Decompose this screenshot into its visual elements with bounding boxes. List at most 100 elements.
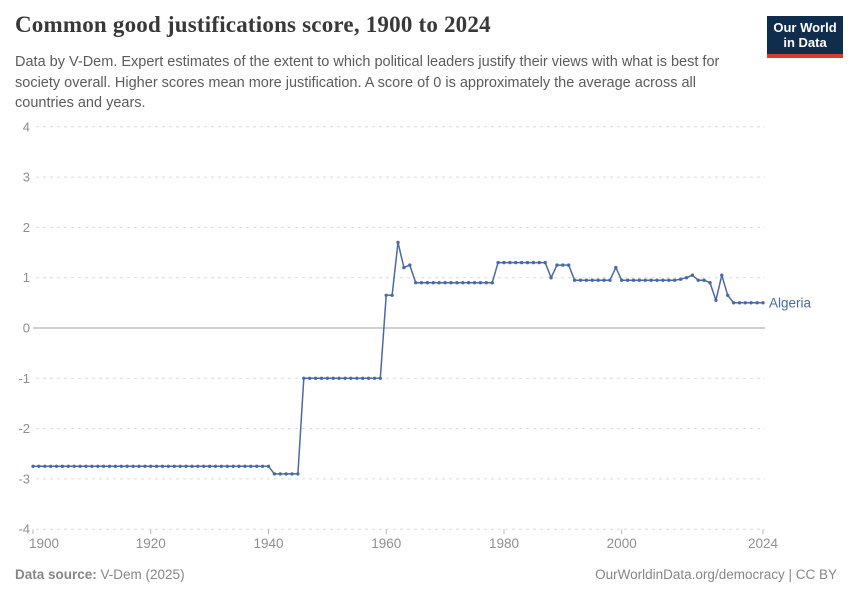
y-axis-tick-label: 3 bbox=[23, 170, 30, 185]
data-point-1906 bbox=[66, 464, 71, 468]
data-point-1941 bbox=[272, 472, 277, 476]
data-point-1998 bbox=[608, 278, 612, 282]
data-point-1952 bbox=[337, 376, 341, 380]
data-point-1917 bbox=[131, 464, 135, 468]
data-point-1978 bbox=[490, 281, 494, 285]
data-source-label: Data source: bbox=[15, 567, 97, 582]
data-point-2004 bbox=[643, 278, 647, 282]
data-point-2002 bbox=[631, 278, 636, 282]
y-axis-tick-label: -1 bbox=[18, 371, 30, 386]
data-point-1995 bbox=[590, 278, 594, 282]
owid-logo-line1: Our World bbox=[773, 20, 837, 35]
data-point-1977 bbox=[484, 281, 488, 285]
data-point-2020 bbox=[737, 301, 742, 305]
x-axis-tick-label: 1900 bbox=[29, 536, 59, 551]
data-point-1997 bbox=[602, 278, 606, 282]
chart-subtitle: Data by V-Dem. Expert estimates of the e… bbox=[15, 54, 720, 112]
data-point-1984 bbox=[525, 260, 530, 265]
data-point-1976 bbox=[478, 281, 483, 285]
data-point-1940 bbox=[266, 464, 271, 468]
data-point-1963 bbox=[402, 265, 406, 270]
data-point-1902 bbox=[43, 464, 47, 468]
data-point-2012 bbox=[690, 273, 695, 277]
data-point-1959 bbox=[378, 376, 382, 380]
data-point-1928 bbox=[196, 464, 200, 468]
owid-link[interactable]: OurWorldinData.org/democracy bbox=[595, 567, 785, 582]
data-point-1932 bbox=[219, 464, 224, 468]
data-point-1975 bbox=[472, 281, 477, 285]
data-point-1960 bbox=[384, 293, 388, 297]
data-point-1901 bbox=[37, 464, 41, 468]
data-point-1954 bbox=[349, 376, 353, 380]
data-point-1912 bbox=[101, 464, 106, 468]
data-point-1909 bbox=[84, 464, 88, 468]
x-axis-tick-label: 1980 bbox=[489, 536, 519, 551]
data-point-1967 bbox=[425, 281, 430, 285]
data-point-1926 bbox=[184, 464, 188, 468]
data-point-1988 bbox=[549, 276, 553, 280]
data-point-2018 bbox=[726, 293, 730, 297]
data-point-1983 bbox=[519, 260, 524, 265]
x-axis-tick-label: 1940 bbox=[253, 536, 283, 551]
data-point-1961 bbox=[390, 293, 394, 297]
data-point-1945 bbox=[296, 472, 300, 476]
y-axis-tick-label: -3 bbox=[18, 471, 30, 486]
data-point-1949 bbox=[319, 376, 324, 380]
x-axis-tick-label: 1960 bbox=[371, 536, 401, 551]
data-point-1935 bbox=[237, 464, 241, 468]
data-point-1956 bbox=[361, 376, 365, 380]
data-point-2006 bbox=[655, 278, 659, 282]
data-point-1900 bbox=[31, 464, 35, 468]
x-axis-tick-label: 2024 bbox=[748, 536, 779, 551]
data-point-1936 bbox=[243, 464, 247, 468]
data-point-1973 bbox=[461, 281, 465, 285]
chart-footer: Data source: V-Dem (2025) OurWorldinData… bbox=[15, 567, 837, 582]
y-axis-tick-label: -4 bbox=[18, 522, 30, 537]
data-point-2021 bbox=[743, 301, 747, 305]
data-point-1910 bbox=[90, 464, 94, 468]
data-point-1905 bbox=[60, 464, 65, 468]
data-point-1970 bbox=[443, 281, 447, 285]
entity-label-algeria[interactable]: Algeria bbox=[769, 295, 812, 310]
owid-logo[interactable]: Our World in Data bbox=[767, 16, 843, 58]
data-point-1930 bbox=[207, 464, 212, 468]
data-point-1907 bbox=[72, 464, 76, 468]
data-point-2001 bbox=[625, 278, 630, 282]
license-link[interactable]: CC BY bbox=[795, 567, 837, 582]
data-point-1914 bbox=[113, 464, 118, 468]
data-point-2022 bbox=[749, 301, 753, 305]
data-point-1991 bbox=[567, 263, 571, 267]
data-point-1981 bbox=[508, 260, 512, 265]
chart-canvas: -4 -3 -2 -1 0 1 2 3 4 1900 1920 1940 1960 1980 2000 202… bbox=[18, 119, 812, 551]
data-point-1934 bbox=[231, 464, 235, 468]
y-axis-tick-label: 2 bbox=[23, 220, 30, 235]
data-point-1919 bbox=[143, 464, 147, 468]
data-point-1929 bbox=[202, 464, 206, 468]
data-point-2023 bbox=[755, 301, 759, 305]
data-point-1947 bbox=[308, 376, 312, 380]
data-point-1996 bbox=[596, 278, 600, 282]
data-point-1955 bbox=[355, 376, 359, 380]
data-point-1916 bbox=[125, 464, 129, 468]
data-point-1925 bbox=[178, 464, 182, 468]
data-point-1971 bbox=[449, 281, 453, 285]
data-point-1944 bbox=[290, 472, 294, 476]
data-point-1958 bbox=[372, 376, 377, 380]
data-point-1968 bbox=[431, 281, 435, 285]
data-point-1921 bbox=[154, 464, 159, 468]
data-point-1982 bbox=[514, 260, 518, 265]
data-point-1951 bbox=[331, 376, 335, 380]
y-axis-tick-label: 1 bbox=[23, 270, 30, 285]
data-point-1908 bbox=[78, 464, 82, 468]
data-point-2000 bbox=[620, 278, 624, 282]
data-point-2005 bbox=[649, 278, 653, 282]
y-axis-tick-label: 0 bbox=[23, 321, 30, 336]
data-point-1994 bbox=[584, 278, 589, 282]
data-point-1986 bbox=[537, 260, 541, 265]
data-point-2014 bbox=[702, 278, 706, 282]
data-point-2017 bbox=[720, 273, 724, 277]
data-point-2003 bbox=[637, 278, 642, 282]
data-point-1904 bbox=[54, 464, 59, 468]
data-point-1965 bbox=[414, 281, 418, 285]
data-point-1950 bbox=[325, 376, 330, 380]
